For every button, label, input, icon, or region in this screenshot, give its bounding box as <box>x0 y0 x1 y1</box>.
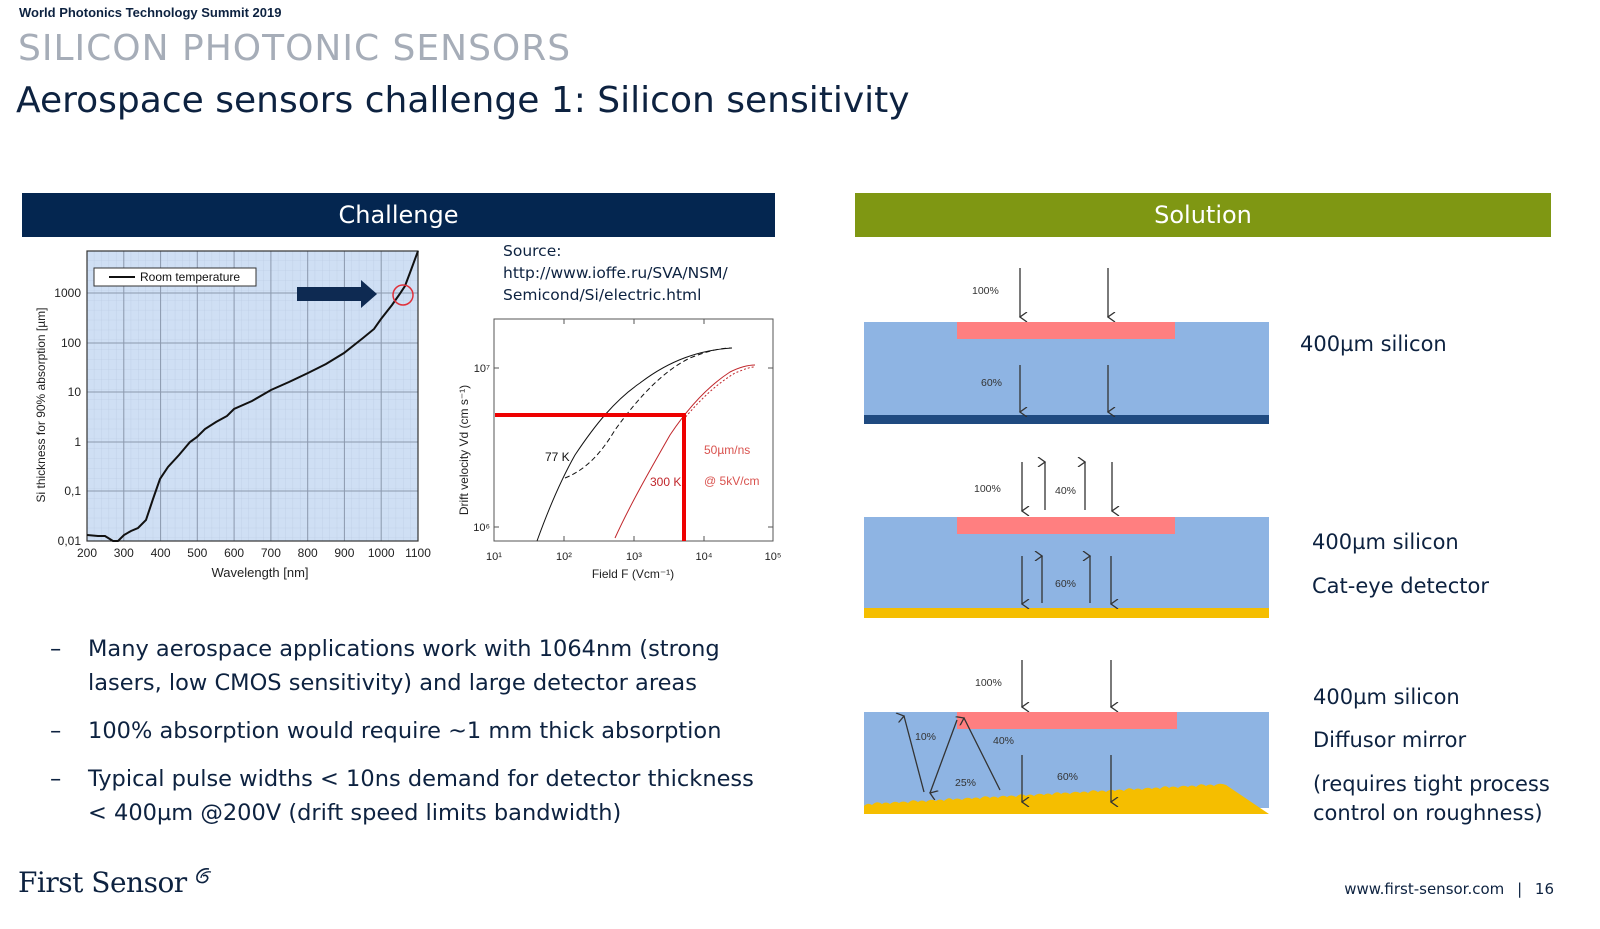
svg-text:800: 800 <box>298 546 318 560</box>
diagram3-text-1: 400µm silicon <box>1313 685 1460 709</box>
svg-text:60%: 60% <box>1055 578 1076 590</box>
challenge-bullets: – Many aerospace applications work with … <box>50 632 790 844</box>
logo-swirl-icon <box>195 868 211 884</box>
footer-info: www.first-sensor.com | 16 <box>1344 880 1554 898</box>
diagram3-text-4: control on roughness) <box>1313 801 1543 825</box>
absorption-thickness-chart: Room temperature 1000 100 10 1 0,1 0,01 … <box>34 250 431 580</box>
svg-text:25%: 25% <box>955 777 976 789</box>
diagram2-text-2: Cat-eye detector <box>1312 574 1489 598</box>
company-logo: First Sensor <box>18 866 213 899</box>
x-axis-label: Field F (Vcm⁻¹) <box>592 567 674 581</box>
y-axis-label: Drift velocity Vd (cm s⁻¹) <box>457 385 471 515</box>
svg-text:10⁴: 10⁴ <box>696 551 713 563</box>
svg-text:10%: 10% <box>915 731 936 743</box>
label-5kv-cm: @ 5kV/cm <box>704 474 760 488</box>
diagram2-text-1: 400µm silicon <box>1312 530 1459 554</box>
curve-300k-dotted <box>682 366 756 421</box>
challenge-label: Challenge <box>338 201 459 229</box>
y-tick-labels: 1000 100 10 1 0,1 0,01 <box>54 286 81 548</box>
rough-mirror-layer <box>864 783 1269 814</box>
svg-text:100%: 100% <box>974 483 1001 495</box>
svg-text:10²: 10² <box>556 551 572 563</box>
highlight-circle <box>392 284 414 306</box>
drift-velocity-chart: 77 K 300 K 50µm/ns @ 5kV/cm 10¹ 10² 10³ … <box>457 318 781 581</box>
solution-header: Solution <box>855 193 1551 237</box>
svg-text:10⁶: 10⁶ <box>473 522 490 534</box>
diagram1-text: 400µm silicon <box>1300 332 1447 356</box>
label-50um-ns: 50µm/ns <box>704 443 750 457</box>
footer-separator: | <box>1517 880 1523 898</box>
curve-77k-dashed <box>564 347 733 479</box>
svg-text:60%: 60% <box>1057 771 1078 783</box>
mirror-layer <box>864 608 1269 618</box>
svg-text:500: 500 <box>187 546 207 560</box>
svg-text:1000: 1000 <box>54 286 81 300</box>
svg-text:900: 900 <box>334 546 354 560</box>
svg-text:10³: 10³ <box>626 551 642 563</box>
event-name: World Photonics Technology Summit 2019 <box>19 5 282 20</box>
x-axis-label: Wavelength [nm] <box>211 565 308 580</box>
svg-text:100: 100 <box>61 336 81 350</box>
legend-label: Room temperature <box>140 270 240 284</box>
active-region <box>957 712 1177 729</box>
x-tick-labels: 10¹ 10² 10³ 10⁴ 10⁵ <box>486 551 781 563</box>
svg-text:300: 300 <box>114 546 134 560</box>
svg-text:100%: 100% <box>972 285 999 297</box>
arrow-icon <box>297 280 377 308</box>
svg-text:0,1: 0,1 <box>64 484 81 498</box>
svg-text:40%: 40% <box>1055 485 1076 497</box>
svg-text:60%: 60% <box>981 377 1002 389</box>
svg-text:400: 400 <box>151 546 171 560</box>
source-url-line1[interactable]: http://www.ioffe.ru/SVA/NSM/ <box>503 264 728 282</box>
svg-text:1000: 1000 <box>368 546 395 560</box>
active-region <box>957 322 1175 339</box>
svg-text:100%: 100% <box>975 677 1002 689</box>
bullet-item: – Typical pulse widths < 10ns demand for… <box>50 766 754 826</box>
svg-text:10⁵: 10⁵ <box>765 551 782 563</box>
svg-text:10: 10 <box>68 385 82 399</box>
bottom-layer <box>864 415 1269 424</box>
logo-text: First Sensor <box>18 866 187 899</box>
diagram-cat-eye: 100% 40% 60% <box>864 462 1269 618</box>
active-region <box>957 517 1175 534</box>
solution-label: Solution <box>1154 201 1252 229</box>
bullet-item: – Many aerospace applications work with … <box>50 636 720 696</box>
svg-text:200: 200 <box>77 546 97 560</box>
diagram3-text-3: (requires tight process <box>1313 772 1550 796</box>
y-axis-label: Si thickness for 90% absorption [µm] <box>34 308 48 503</box>
bullet-item: – 100% absorption would require ~1 mm th… <box>50 718 722 744</box>
page-number: 16 <box>1534 880 1554 898</box>
diagram-diffusor: 100% 10% 40% 25% 60% <box>864 660 1269 814</box>
solution-diagrams: 100% 60% 100% 40% 60% <box>864 268 1269 814</box>
source-label: Source: <box>503 242 562 260</box>
svg-text:0,01: 0,01 <box>58 534 82 548</box>
svg-text:700: 700 <box>261 546 281 560</box>
section-title: SILICON PHOTONIC SENSORS <box>18 28 572 69</box>
svg-text:40%: 40% <box>993 735 1014 747</box>
diagram3-text-2: Diffusor mirror <box>1313 728 1467 752</box>
challenge-header: Challenge <box>22 193 775 237</box>
svg-text:1: 1 <box>74 435 81 449</box>
footer-url[interactable]: www.first-sensor.com <box>1344 880 1505 898</box>
curve-300k-solid <box>614 364 756 539</box>
svg-text:1100: 1100 <box>405 546 431 560</box>
label-300k: 300 K <box>650 475 681 489</box>
x-tick-labels: 200 300 400 500 600 700 800 900 1000 110… <box>77 546 431 560</box>
diagram-plain-silicon: 100% 60% <box>864 268 1269 424</box>
source-url-line2[interactable]: Semicond/Si/electric.html <box>503 286 702 304</box>
svg-text:10¹: 10¹ <box>486 551 502 563</box>
source-citation: Source: http://www.ioffe.ru/SVA/NSM/ Sem… <box>503 240 728 306</box>
page-title: Aerospace sensors challenge 1: Silicon s… <box>16 80 910 121</box>
legend <box>93 267 257 287</box>
room-temperature-curve <box>86 250 419 542</box>
svg-text:600: 600 <box>224 546 244 560</box>
curve-77k-solid <box>536 347 733 542</box>
y-tick-labels: 10⁷ 10⁶ <box>473 363 490 534</box>
label-77k: 77 K <box>545 450 570 464</box>
svg-text:10⁷: 10⁷ <box>474 363 490 375</box>
